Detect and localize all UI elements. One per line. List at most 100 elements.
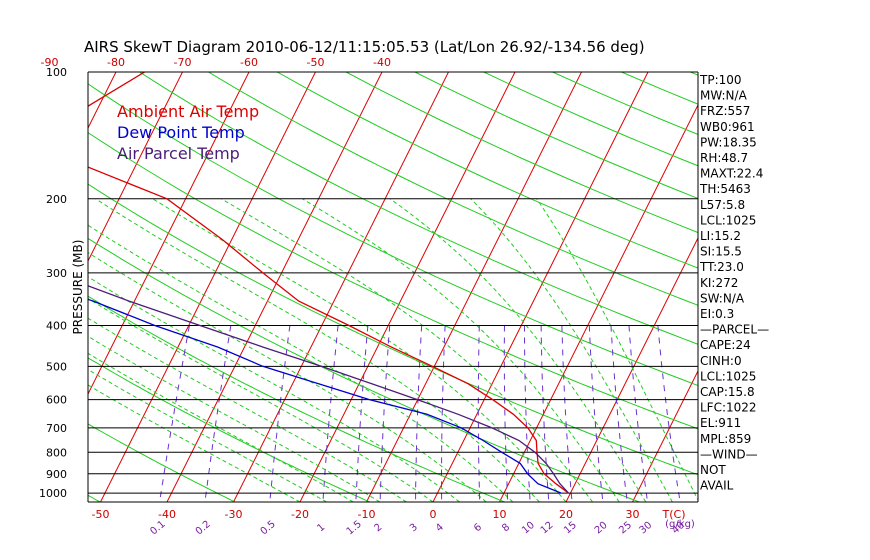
bottom-temp-tick-label: 20 xyxy=(559,508,573,521)
moist-adiabat-line xyxy=(88,252,487,502)
isotherm-line xyxy=(166,72,383,502)
stability-index-item: LCL:1025 xyxy=(700,369,756,383)
grid-layer xyxy=(0,72,870,502)
pressure-tick-label: 800 xyxy=(46,446,67,459)
isobar-layer xyxy=(88,198,698,494)
stability-index-item: L57:5.8 xyxy=(700,198,745,212)
moist-adiabat-line xyxy=(88,317,407,502)
moist-adiabat-line xyxy=(470,198,673,502)
moist-adiabat-line xyxy=(302,198,620,502)
mixing-ratio-tick-label: 25 xyxy=(617,520,634,537)
series-line xyxy=(88,285,569,494)
stability-index-item: RH:48.7 xyxy=(700,151,748,165)
series-layer xyxy=(88,72,569,494)
stability-index-item: CINH:0 xyxy=(700,354,742,368)
pressure-tick-label: 300 xyxy=(46,267,67,280)
stability-index-item: LFC:1022 xyxy=(700,401,757,415)
pressure-tick-label: 500 xyxy=(46,360,67,373)
stability-index-item: TT:23.0 xyxy=(699,260,744,274)
stability-index-item: CAPE:24 xyxy=(700,338,751,352)
isotherm-line xyxy=(766,72,870,502)
isotherm-line xyxy=(88,72,117,130)
stability-index-item: SI:15.5 xyxy=(700,245,742,259)
stability-index-item: —WIND— xyxy=(700,447,758,461)
stability-index-item: AVAIL xyxy=(700,479,734,493)
stability-index-item: LI:15.2 xyxy=(700,229,741,243)
stability-index-item: —PARCEL— xyxy=(700,323,769,337)
moist-adiabat-line xyxy=(88,276,460,502)
mixing-ratio-line xyxy=(379,325,391,502)
mixing-ratio-tick-label: 20 xyxy=(593,520,610,537)
moist-adiabat-line xyxy=(88,224,514,502)
moist-adiabat-line xyxy=(221,198,593,502)
mixing-ratio-tick-label: 3 xyxy=(408,522,420,535)
moist-adiabat-line xyxy=(389,198,647,502)
stability-index-item: KI:272 xyxy=(700,276,738,290)
pressure-tick-label: 600 xyxy=(46,394,67,407)
moist-adiabat-line xyxy=(95,198,540,502)
pressure-tick-label: 900 xyxy=(46,468,67,481)
stability-index-item: MAXT:22.4 xyxy=(700,167,763,181)
stability-index-item: SW:N/A xyxy=(700,291,745,305)
mixing-ratio-tick-label: 8 xyxy=(500,522,512,535)
isotherm-line xyxy=(632,369,698,502)
mixing-ratio-unit: (g/kg) xyxy=(665,519,695,530)
dry-adiabat-line xyxy=(88,423,236,502)
dry-adiabat-line xyxy=(88,83,698,387)
bottom-temp-tick-label: 10 xyxy=(493,508,507,521)
top-temp-tick-label: -50 xyxy=(307,56,325,69)
bottom-temp-tick-label: -40 xyxy=(158,508,176,521)
isotherm-line xyxy=(88,72,183,263)
legend-entry: Ambient Air Temp xyxy=(117,102,259,121)
mixing-ratio-line xyxy=(628,325,649,502)
mixing-ratio-line xyxy=(523,325,531,502)
isotherm-line xyxy=(432,72,649,502)
bottom-temp-tick-label: -10 xyxy=(358,508,376,521)
mixing-ratio-tick-label: 0.1 xyxy=(148,519,167,538)
dry-adiabat-line xyxy=(88,494,101,502)
moist-adiabat-line xyxy=(152,198,567,502)
isotherm-line xyxy=(88,72,250,396)
pressure-tick-label: 400 xyxy=(46,320,67,333)
legend-entry: Air Parcel Temp xyxy=(117,144,240,163)
mixing-ratio-line xyxy=(540,325,550,502)
isotherm-line xyxy=(499,103,698,502)
stability-index-item: LCL:1025 xyxy=(700,213,756,227)
mixing-ratio-line xyxy=(441,325,446,502)
mixing-ratio-line xyxy=(477,325,481,502)
mixing-ratio-tick-label: 0.5 xyxy=(259,519,278,538)
mixing-ratio-tick-label: 12 xyxy=(539,520,556,537)
isotherm-line xyxy=(0,72,50,502)
stability-index-item: EI:0.3 xyxy=(700,307,734,321)
isotherm-line xyxy=(366,72,582,502)
moist-adiabat-line xyxy=(88,384,301,502)
moist-adiabat-line xyxy=(88,368,327,502)
dry-adiabat-line xyxy=(88,357,370,502)
top-temp-tick-label: -70 xyxy=(174,56,192,69)
dry-adiabat-line xyxy=(139,72,698,345)
isotherm-line xyxy=(100,72,316,502)
mixing-ratio-line xyxy=(269,325,291,502)
chart-title: AIRS SkewT Diagram 2010-06-12/11:15:05.5… xyxy=(84,38,645,56)
mixing-ratio-line xyxy=(415,325,423,502)
mixing-ratio-line xyxy=(355,325,369,502)
stability-index-item: WB0:961 xyxy=(700,120,755,134)
stability-index-item: TP:100 xyxy=(699,73,742,87)
dry-adiabat-line xyxy=(88,237,640,502)
top-temp-tick-label: -80 xyxy=(107,56,125,69)
series-line xyxy=(88,72,569,494)
pressure-tick-label: 700 xyxy=(46,422,67,435)
isotherm-line xyxy=(299,72,516,502)
pressure-tick-label: 1000 xyxy=(39,487,67,500)
pressure-tick-label: 100 xyxy=(46,66,67,79)
stability-index-item: NOT xyxy=(700,463,726,477)
top-temp-tick-label: -90 xyxy=(41,56,59,69)
stability-index-item: EL:911 xyxy=(700,416,741,430)
mixing-ratio-tick-label: 10 xyxy=(520,520,537,537)
stability-index-item: TH:5463 xyxy=(699,182,751,196)
stability-index-item: MW:N/A xyxy=(700,89,748,103)
dry-adiabat-line xyxy=(208,72,698,306)
stability-index-item: CAP:15.8 xyxy=(700,385,755,399)
bottom-temp-tick-label: -30 xyxy=(225,508,243,521)
